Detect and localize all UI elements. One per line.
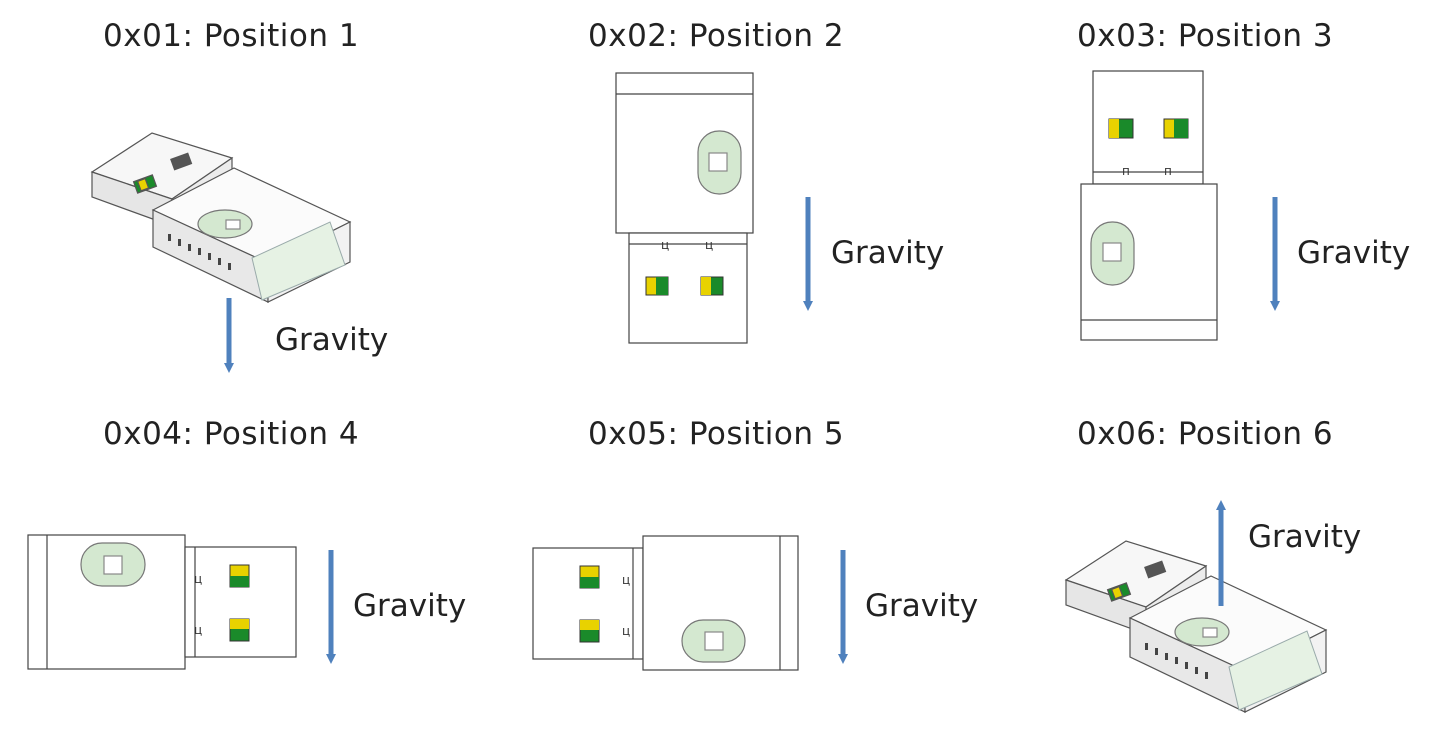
position-3-contacts: п п xyxy=(1108,118,1189,178)
position-2-gravity-label: Gravity xyxy=(831,235,945,271)
svg-text:п: п xyxy=(1164,164,1172,178)
position-4-title: 0x04: Position 4 xyxy=(103,416,360,452)
position-5-gravity-label: Gravity xyxy=(865,588,979,624)
position-6-device xyxy=(1064,540,1328,713)
position-6-gravity-label: Gravity xyxy=(1248,519,1362,555)
svg-text:ц: ц xyxy=(661,238,669,252)
position-4-contacts: ц ц xyxy=(194,564,250,642)
svg-text:ц: ц xyxy=(194,623,202,637)
position-1-vents xyxy=(168,234,231,270)
position-2-title: 0x02: Position 2 xyxy=(588,18,845,54)
position-5-title: 0x05: Position 5 xyxy=(588,416,845,452)
position-6-vents xyxy=(1145,643,1208,679)
svg-text:ц: ц xyxy=(194,572,202,586)
svg-text:ц: ц xyxy=(622,573,630,587)
position-3-device xyxy=(1080,70,1218,341)
position-1-device xyxy=(90,132,352,303)
position-5-contacts: ц ц xyxy=(579,565,630,643)
position-1-gravity-label: Gravity xyxy=(275,322,389,358)
position-4-gravity-label: Gravity xyxy=(353,588,467,624)
position-1-title: 0x01: Position 1 xyxy=(103,18,360,54)
position-4-device xyxy=(27,534,297,670)
position-3-title: 0x03: Position 3 xyxy=(1077,18,1334,54)
svg-text:ц: ц xyxy=(705,238,713,252)
position-2-contacts: ц ц xyxy=(645,238,724,296)
position-2-device xyxy=(615,72,754,344)
position-5-device xyxy=(532,535,799,671)
svg-text:п: п xyxy=(1122,164,1130,178)
svg-text:ц: ц xyxy=(622,624,630,638)
position-6-title: 0x06: Position 6 xyxy=(1077,416,1334,452)
position-3-gravity-label: Gravity xyxy=(1297,235,1411,271)
